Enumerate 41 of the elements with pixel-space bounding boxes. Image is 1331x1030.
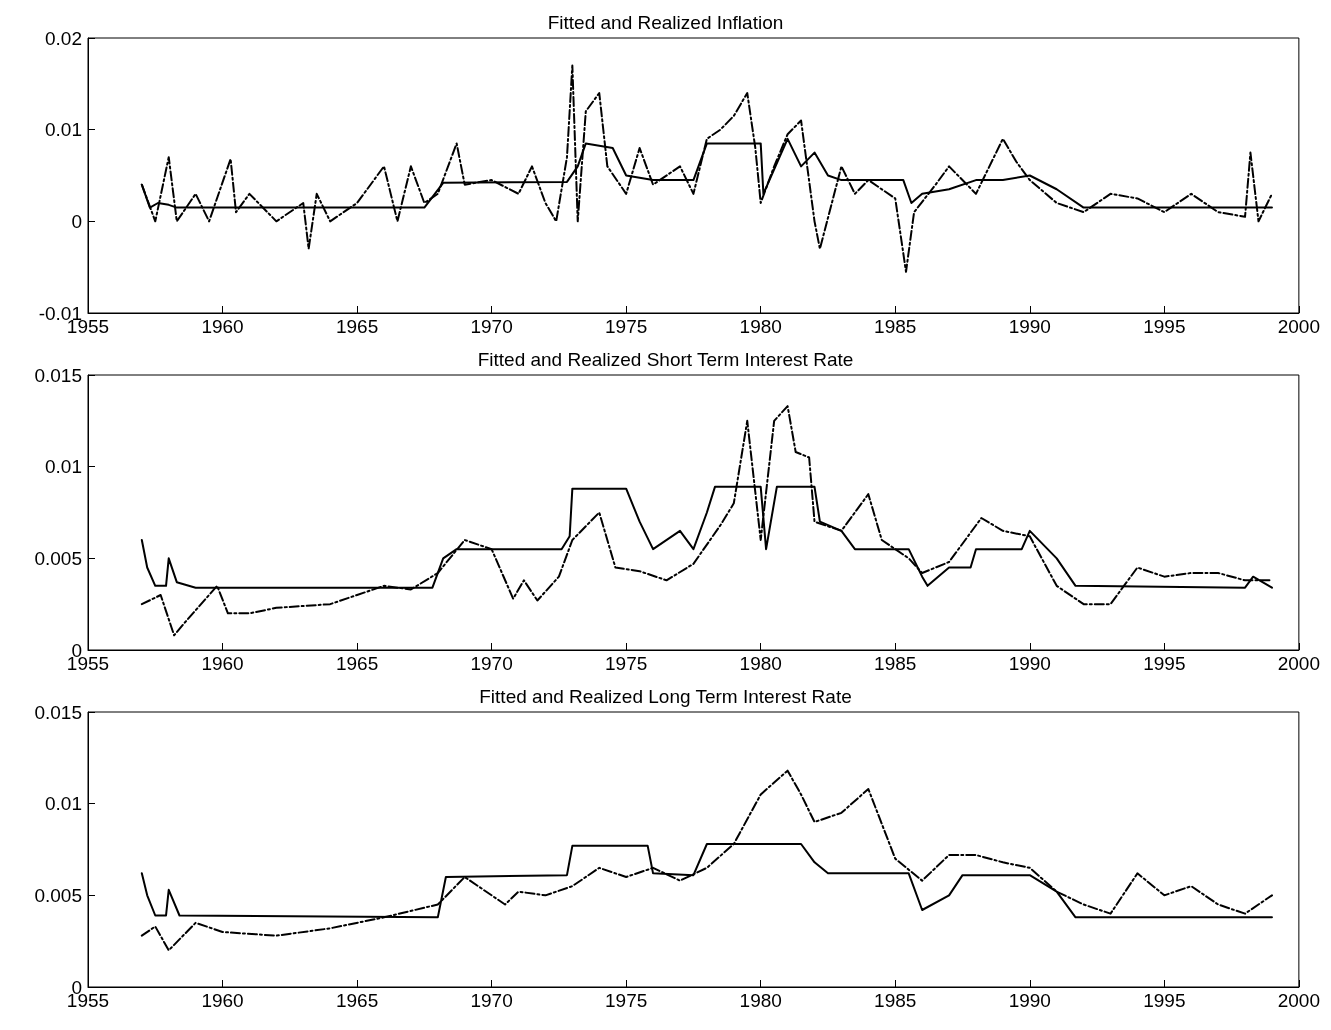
x-tick-label: 1960 [201,653,244,674]
x-tick-label: 1980 [739,316,782,337]
y-tick-label: 0.02 [45,27,82,49]
x-tick-label: 2000 [1277,653,1321,674]
y-tick-label: 0.015 [34,701,82,723]
x-tick-label: 2000 [1277,316,1321,337]
y-tick-label: 0.015 [34,364,82,386]
x-tick-label: 1990 [1008,316,1051,337]
x-tick-label: 1960 [201,990,244,1011]
x-tick-label: 1965 [335,990,379,1011]
x-tick-label: 1995 [1143,990,1186,1011]
x-tick-label: 1965 [335,653,379,674]
x-tick-label: 1970 [470,316,513,337]
y-tick-label: 0.01 [45,119,82,141]
y-tick-label: 0.01 [45,456,82,478]
chart-title: Fitted and Realized Inflation [547,12,784,33]
x-tick-label: 1970 [470,990,513,1011]
x-tick-label: 1965 [335,316,379,337]
x-tick-label: 1990 [1008,990,1051,1011]
x-tick-label: 2000 [1277,990,1321,1011]
x-tick-label: 1990 [1008,653,1051,674]
chart-title: Fitted and Realized Long Term Interest Rate [479,686,852,707]
x-tick-label: 1985 [874,316,917,337]
x-tick-label: 1985 [874,990,917,1011]
x-tick-label: 1980 [739,990,782,1011]
chart-title: Fitted and Realized Short Term Interest Rate [477,349,854,370]
line-series [140,405,1273,637]
x-tick-label: 1960 [201,316,244,337]
line-series [140,769,1273,952]
x-tick-label: 1995 [1143,316,1186,337]
x-tick-label: 1985 [874,653,917,674]
y-tick-label: 0.005 [34,884,82,906]
x-tick-label: 1995 [1143,653,1186,674]
x-tick-label: 1975 [605,316,648,337]
y-tick-label: 0.01 [45,793,82,815]
y-tick-label: 0.005 [34,547,82,569]
x-tick-label: 1980 [739,653,782,674]
x-tick-label: 1975 [605,990,648,1011]
x-tick-label: 1970 [470,653,513,674]
x-tick-label: 1975 [605,653,648,674]
y-tick-label: 0 [71,210,82,232]
